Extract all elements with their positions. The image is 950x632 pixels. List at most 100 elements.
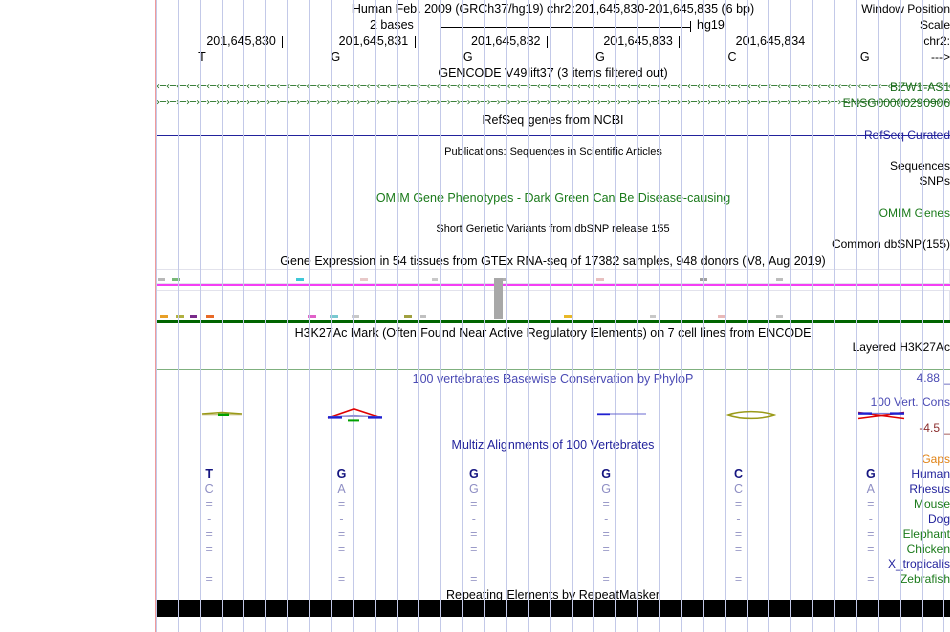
- sequences-label[interactable]: Sequences: [889, 159, 950, 173]
- alignment-base: -: [471, 512, 476, 526]
- conservation-peak-3: [597, 413, 646, 416]
- species-row[interactable]: Mouse = = = = = =: [0, 497, 950, 512]
- species-label-x_tropicalis[interactable]: X_tropicalis: [887, 557, 950, 571]
- gaps-row[interactable]: Gaps: [0, 452, 950, 466]
- alignment-base: =: [205, 497, 213, 511]
- assembly-position-title: Human Feb. 2009 (GRCh37/hg19) chr2:201,6…: [351, 2, 755, 16]
- alignment-base: =: [602, 572, 610, 586]
- multiz-track-title: Multiz Alignments of 100 Vertebrates: [451, 438, 655, 452]
- alignment-base: A: [337, 482, 346, 496]
- reference-base: G: [330, 50, 341, 64]
- conservation-max-value: 4.88 _: [916, 371, 950, 385]
- species-label-dog[interactable]: Dog: [927, 512, 950, 526]
- scale-bases-label: 2 bases: [370, 18, 414, 32]
- gtex-tissue-tick: [420, 315, 426, 318]
- conservation-phylop-plot: [201, 408, 905, 422]
- repeatmasker-track-title: Repeating Elements by RepeatMasker: [445, 588, 660, 602]
- alignment-base: C: [733, 482, 744, 496]
- gtex-aox2p-row[interactable]: AOX2P: [0, 269, 950, 290]
- gencode-ensg-row[interactable]: ENSG00000290906 ›─›─›─›─›─›─›─›─›─›─›─›─…: [0, 96, 950, 110]
- sequences-row[interactable]: Sequences: [0, 159, 950, 173]
- track-left-boundary: [155, 0, 156, 632]
- gtex-ac007163-row[interactable]: AC007163.6: [0, 278, 950, 324]
- reference-base: T: [198, 50, 206, 64]
- species-row[interactable]: Elephant = = = = = =: [0, 527, 950, 542]
- alignment-base: G: [336, 467, 347, 481]
- omim-genes-row[interactable]: OMIM Genes: [0, 206, 950, 220]
- species-label-elephant[interactable]: Elephant: [902, 527, 950, 541]
- refseq-track-title: RefSeq genes from NCBI: [482, 113, 624, 127]
- layered-h3k27ac-row[interactable]: Layered H3K27Ac: [0, 340, 950, 354]
- ruler-tick: [547, 36, 548, 48]
- species-row[interactable]: Human T G G G C G: [0, 467, 950, 482]
- gene-label-ensg00000290906[interactable]: ENSG00000290906: [842, 96, 950, 110]
- ruler-coordinate: 201,645,834: [735, 34, 806, 48]
- conservation-track-label[interactable]: 100 Vert. Cons: [870, 395, 950, 409]
- gtex-tissue-tick: [160, 315, 168, 318]
- alignment-base: =: [602, 542, 610, 556]
- snps-label[interactable]: SNPs: [919, 174, 950, 188]
- species-row[interactable]: Rhesus C A G G C A: [0, 482, 950, 497]
- gencode-bzw1as1-row[interactable]: BZW1-AS1 ‹─‹─‹─‹─‹─‹─‹─‹─‹─‹─‹─‹─‹─‹─‹─‹…: [0, 80, 950, 94]
- alignment-base: =: [734, 542, 743, 556]
- omim-track-title: OMIM Gene Phenotypes - Dark Green Can Be…: [375, 191, 731, 205]
- alignment-base: =: [867, 572, 875, 586]
- repeatmasker-feature-bar[interactable]: [156, 600, 950, 617]
- alignment-base: G: [468, 482, 479, 496]
- gtex-tissue-tick: [176, 315, 184, 318]
- common-dbsnp-label[interactable]: Common dbSNP(155): [831, 237, 950, 251]
- alignment-base: G: [468, 467, 479, 481]
- gtex-aox2p-baseline: [156, 284, 950, 286]
- publications-track-title: Publications: Sequences in Scientific Ar…: [444, 146, 662, 158]
- snps-row[interactable]: SNPs: [0, 174, 950, 188]
- scale-bar: [440, 27, 690, 28]
- gtex-tissue-tick: [564, 315, 572, 318]
- species-label-chicken[interactable]: Chicken: [906, 542, 950, 556]
- species-label-rhesus[interactable]: Rhesus: [909, 482, 950, 496]
- conservation-track-top-border: [156, 369, 950, 370]
- species-row[interactable]: Zebrafish = = = = = =: [0, 572, 950, 587]
- alignment-base: =: [337, 497, 346, 511]
- gtex-tissue-tick: [432, 278, 438, 281]
- alignment-base: =: [337, 527, 346, 541]
- species-label-zebrafish[interactable]: Zebrafish: [899, 572, 950, 586]
- gtex-tissue-tick: [172, 278, 180, 281]
- gene-strand-minus-arrows[interactable]: ‹─‹─‹─‹─‹─‹─‹─‹─‹─‹─‹─‹─‹─‹─‹─‹─‹─‹─‹─‹─…: [156, 81, 950, 92]
- species-label-human[interactable]: Human: [911, 467, 950, 481]
- ruler-coordinate: 201,645,831: [338, 34, 409, 48]
- ruler-coordinate: 201,645,833: [603, 34, 673, 48]
- conservation-name-row[interactable]: 100 Vert. Cons: [0, 395, 950, 409]
- species-row[interactable]: Chicken = = = = = =: [0, 542, 950, 557]
- ruler-coordinate: 201,645,832: [471, 34, 541, 48]
- ruler-row: chr2: 201,645,830 201,645,831 201,645,832 2…: [0, 34, 950, 50]
- gtex-tissue-tick: [776, 315, 783, 318]
- alignment-base: G: [601, 467, 612, 481]
- phylop-track-title: 100 vertebrates Basewise Conservation by…: [412, 372, 694, 386]
- species-row[interactable]: X_tropicalis: [0, 557, 950, 572]
- layered-h3k27ac-label[interactable]: Layered H3K27Ac: [852, 340, 950, 354]
- conservation-max-row: 4.88 _: [0, 371, 950, 385]
- h3k27ac-track-title: H3K27Ac Mark (Often Found Near Active Re…: [294, 326, 812, 340]
- repeatmasker-row[interactable]: RepeatMasker: [0, 600, 950, 619]
- base-row: ---> T G G G C G: [0, 50, 950, 66]
- alignment-base: -: [207, 512, 212, 526]
- ruler-coordinate: 201,645,830: [206, 34, 276, 48]
- gtex-tissue-tick: [776, 278, 783, 281]
- refseq-curated-row[interactable]: RefSeq Curated: [0, 128, 950, 142]
- gaps-label[interactable]: Gaps: [921, 452, 950, 466]
- gtex-track-title: Gene Expression in 54 tissues from GTEx …: [280, 254, 826, 268]
- gene-strand-plus-arrows[interactable]: ›─›─›─›─›─›─›─›─›─›─›─›─›─›─›─›─›─›─›─›─…: [156, 97, 950, 108]
- gtex-expression-bar-tall: [494, 278, 503, 319]
- omim-genes-label[interactable]: OMIM Genes: [878, 206, 950, 220]
- gene-label-bzw1-as1[interactable]: BZW1-AS1: [889, 80, 950, 94]
- species-row[interactable]: Dog - - - - - -: [0, 512, 950, 527]
- alignment-base: =: [205, 527, 213, 541]
- alignment-base: =: [470, 497, 478, 511]
- dbsnp-track-title: Short Genetic Variants from dbSNP releas…: [436, 223, 670, 235]
- common-dbsnp-row[interactable]: Common dbSNP(155): [0, 237, 950, 251]
- alignment-base: =: [205, 542, 213, 556]
- alignment-base: A: [866, 482, 875, 496]
- ruler-tick: [282, 36, 284, 48]
- alignment-base: =: [470, 542, 478, 556]
- reference-base: C: [727, 50, 737, 64]
